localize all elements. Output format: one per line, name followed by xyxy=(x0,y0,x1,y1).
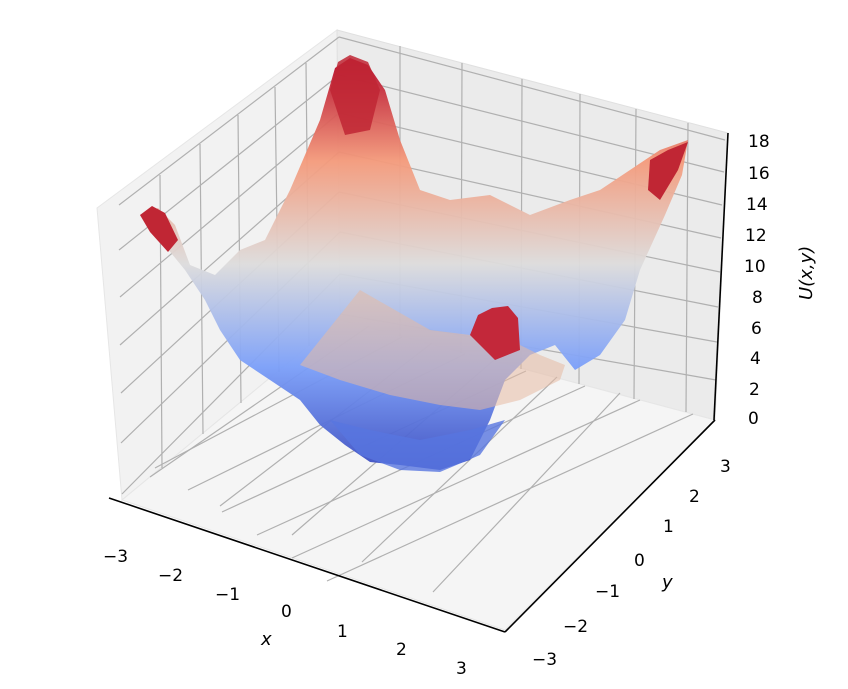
svg-text:2: 2 xyxy=(749,380,760,400)
svg-text:2: 2 xyxy=(396,640,407,660)
y-axis-line xyxy=(504,419,716,633)
svg-text:16: 16 xyxy=(748,164,770,184)
z-axis-label: U(x,y) xyxy=(796,246,817,300)
svg-text:4: 4 xyxy=(750,349,761,369)
svg-text:−1: −1 xyxy=(215,585,240,605)
svg-text:1: 1 xyxy=(663,517,674,537)
z-axis-line xyxy=(713,132,729,421)
x-axis-line xyxy=(108,497,506,633)
svg-text:18: 18 xyxy=(748,132,770,152)
svg-text:3: 3 xyxy=(720,457,731,477)
svg-text:3: 3 xyxy=(456,659,467,679)
svg-text:8: 8 xyxy=(752,288,763,308)
svg-text:1: 1 xyxy=(337,622,348,642)
svg-text:14: 14 xyxy=(746,195,768,215)
axis-lines xyxy=(108,132,729,633)
svg-text:−3: −3 xyxy=(532,650,557,670)
svg-text:−3: −3 xyxy=(103,547,128,567)
svg-text:12: 12 xyxy=(745,226,767,246)
x-axis-label: x xyxy=(260,629,272,650)
svg-text:0: 0 xyxy=(634,551,645,571)
svg-text:2: 2 xyxy=(689,487,700,507)
svg-text:6: 6 xyxy=(751,319,762,339)
x-axis: −3 −2 −1 0 1 2 3 x xyxy=(103,547,467,679)
svg-text:0: 0 xyxy=(281,602,292,622)
svg-text:10: 10 xyxy=(744,257,766,277)
svg-text:−1: −1 xyxy=(595,582,620,602)
y-axis: −3 −2 −1 0 1 2 3 y xyxy=(532,457,731,670)
svg-text:−2: −2 xyxy=(563,617,588,637)
svg-text:−2: −2 xyxy=(158,566,183,586)
y-axis-label: y xyxy=(661,572,673,593)
potential-surface xyxy=(140,55,688,472)
z-axis: 18 16 14 12 10 8 6 4 2 0 U(x,y) xyxy=(744,132,817,429)
svg-text:0: 0 xyxy=(748,409,759,429)
